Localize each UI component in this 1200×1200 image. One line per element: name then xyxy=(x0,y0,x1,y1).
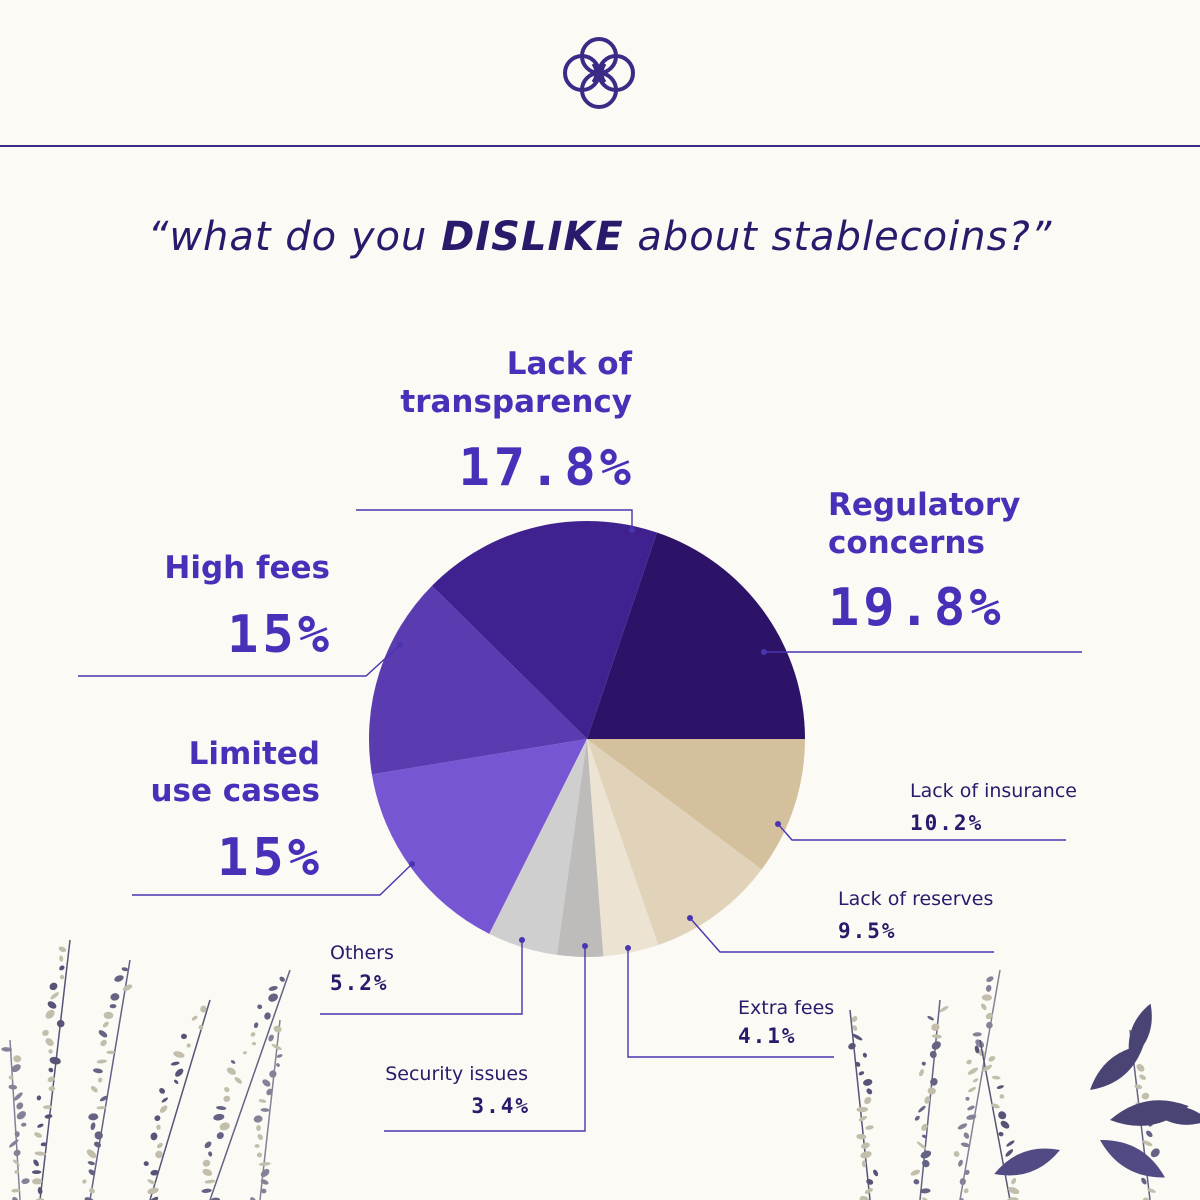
label-extra-fees-name: Extra fees xyxy=(738,996,834,1020)
leader-dot-transparency xyxy=(629,527,635,533)
leader-dot-others xyxy=(519,937,525,943)
label-others-name: Others xyxy=(330,941,394,965)
leader-dot-limited xyxy=(409,861,415,867)
leader-dot-security xyxy=(582,943,588,949)
label-insurance-name: Lack of insurance xyxy=(910,779,1077,803)
label-security-name: Security issues xyxy=(360,1062,528,1086)
label-transparency-value: 17.8% xyxy=(380,440,635,496)
label-limited-name-1: Limited xyxy=(100,736,320,773)
label-reserves-name: Lack of reserves xyxy=(838,887,993,911)
label-limited-name-2: use cases xyxy=(100,773,320,810)
label-extra-fees-value: 4.1% xyxy=(738,1023,797,1049)
label-transparency-name-1: Lack of xyxy=(380,346,632,383)
label-regulatory-name-1: Regulatory xyxy=(828,487,1020,524)
label-transparency-name-2: transparency xyxy=(380,384,632,421)
label-insurance-value: 10.2% xyxy=(910,810,983,836)
label-high-fees-name: High fees xyxy=(100,550,330,587)
label-regulatory-name-2: concerns xyxy=(828,525,985,562)
label-others-value: 5.2% xyxy=(330,970,389,996)
leader-dot-high-fees xyxy=(397,642,403,648)
label-regulatory-value: 19.8% xyxy=(828,580,1005,636)
label-reserves-value: 9.5% xyxy=(838,918,897,944)
leader-dot-insurance xyxy=(775,821,781,827)
leader-dot-extra-fees xyxy=(625,945,631,951)
label-high-fees-value: 15% xyxy=(100,607,333,663)
label-security-value: 3.4% xyxy=(360,1093,530,1119)
leader-dot-regulatory xyxy=(761,649,767,655)
leader-dot-reserves xyxy=(687,915,693,921)
pie-slices xyxy=(369,521,805,957)
label-limited-value: 15% xyxy=(100,830,323,886)
